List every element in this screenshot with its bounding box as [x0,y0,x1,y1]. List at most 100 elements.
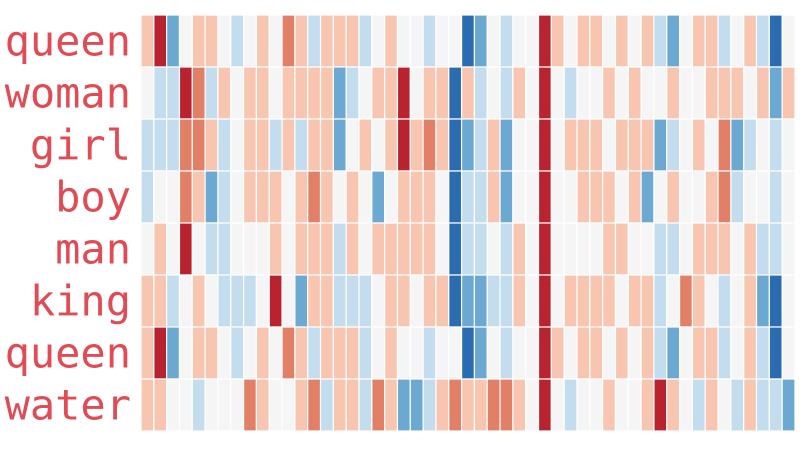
heatmap-cell [230,274,245,328]
heatmap-cell [255,118,270,172]
heatmap-cell [140,378,155,432]
heatmap-cell [332,326,347,380]
heatmap-cell [294,170,309,224]
row-label: queen [5,17,131,66]
heatmap-cell [358,118,373,172]
heatmap-cell [319,66,334,120]
heatmap-cell [448,118,463,172]
heatmap-cell [525,274,540,328]
heatmap-cell [319,274,334,328]
heatmap-cell [627,14,642,68]
heatmap-cell [602,222,617,276]
heatmap-cell [486,66,501,120]
heatmap-cell [178,326,193,380]
heatmap-cell [563,118,578,172]
heatmap-cell [178,378,193,432]
heatmap-cell [178,66,193,120]
heatmap-cell [242,326,258,380]
heatmap-cell [460,222,476,276]
heatmap-cell [153,118,168,172]
heatmap-cell [307,118,322,172]
heatmap-cell [140,326,155,380]
heatmap-cell [486,118,501,172]
heatmap-cell [242,222,258,276]
heatmap-cell [281,170,296,224]
heatmap-cell [512,274,527,328]
heatmap-cell [640,170,655,224]
heatmap-cell [486,222,501,276]
heatmap-cell [576,66,591,120]
heatmap-cell [255,326,270,380]
heatmap-cell [614,222,629,276]
heatmap-cell [653,66,668,120]
row-label: man [55,225,131,274]
heatmap-cell [678,274,694,328]
heatmap-cell [307,274,322,328]
heatmap-cell [307,66,322,120]
heatmap-cell [512,118,527,172]
heatmap-cell [704,170,719,224]
heatmap-cell [704,66,719,120]
heatmap-cell [422,222,437,276]
heatmap-cell [640,118,655,172]
heatmap-cell [153,14,168,68]
heatmap-cell [743,326,758,380]
heatmap-cell [396,378,411,432]
heatmap-cell [242,118,258,172]
heatmap-cell [268,222,283,276]
heatmap-cell [653,222,668,276]
heatmap-cell [255,14,270,68]
heatmap-cell [409,274,424,328]
heatmap-cell [332,222,347,276]
heatmap-cell [537,170,552,224]
heatmap-cell [512,66,527,120]
heatmap-cell [678,378,694,432]
heatmap-cell [217,66,232,120]
heatmap-cell [319,378,334,432]
heatmap-cell [525,14,540,68]
heatmap-cell [563,326,578,380]
heatmap-cell [281,326,296,380]
heatmap-cell [473,326,488,380]
heatmap-cell [717,14,732,68]
heatmap-cell [717,222,732,276]
heatmap-cell [319,14,334,68]
heatmap-cell [473,274,488,328]
heatmap-cell [217,274,232,328]
heatmap-cell [448,14,463,68]
heatmap-cell [640,222,655,276]
heatmap-cell [460,326,476,380]
heatmap-cell [371,378,386,432]
heatmap-cell [691,222,706,276]
heatmap-cell [666,66,681,120]
heatmap-cell [589,326,604,380]
heatmap-cell [614,326,629,380]
heatmap-cell [486,326,501,380]
heatmap-cell [589,274,604,328]
heatmap-cell [396,274,411,328]
heatmap-cell [191,14,206,68]
heatmap-cell [153,222,168,276]
heatmap-cell [166,274,181,328]
heatmap-cell [255,222,270,276]
heatmap-cell [691,274,706,328]
heatmap-cell [166,14,181,68]
heatmap-cell [166,326,181,380]
heatmap-cell [640,66,655,120]
heatmap-cell [217,378,232,432]
heatmap-cell [563,274,578,328]
heatmap-cell [230,66,245,120]
heatmap-cell [217,222,232,276]
heatmap-cell [281,274,296,328]
heatmap-cell [153,66,168,120]
heatmap-cell [473,378,488,432]
row-label: queen [5,329,131,378]
heatmap-cell [614,170,629,224]
heatmap-cell [653,378,668,432]
heatmap-cell [281,222,296,276]
heatmap-cell [294,326,309,380]
heatmap-cell [666,326,681,380]
heatmap-cell [204,14,219,68]
heatmap-cell [230,222,245,276]
heatmap-cell [550,66,565,120]
